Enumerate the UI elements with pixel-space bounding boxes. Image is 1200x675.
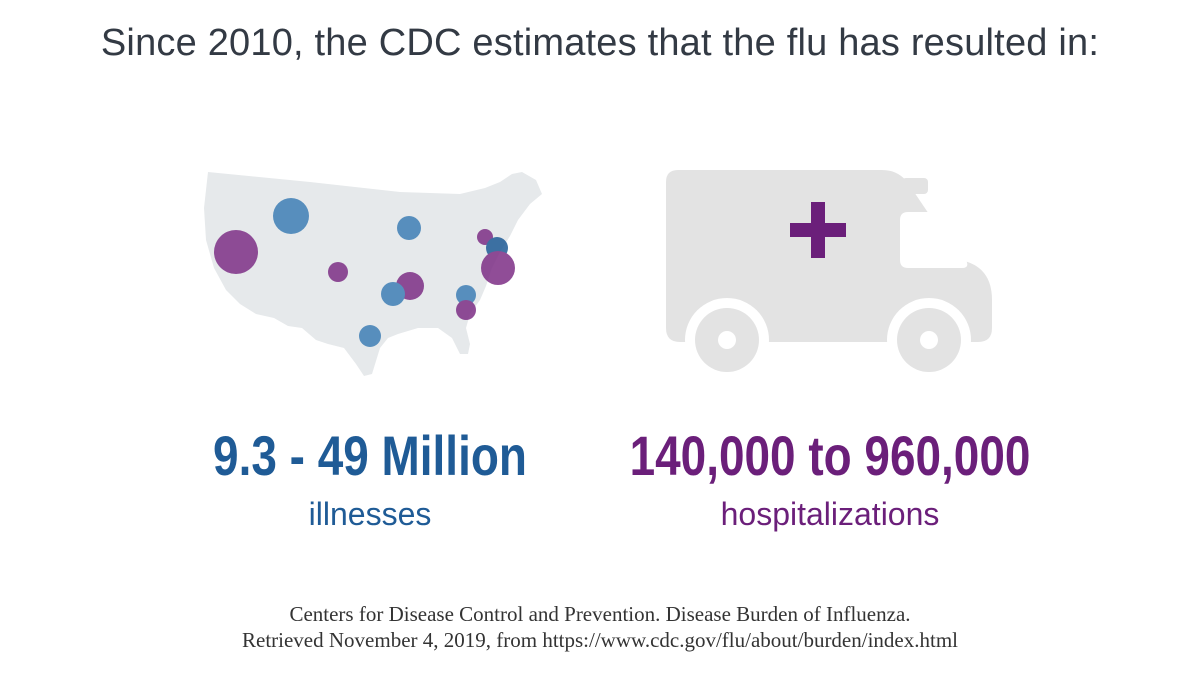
bubble-southeast-purple (456, 300, 476, 320)
ambulance-icon (666, 170, 992, 382)
bubble-northwest-blue (273, 198, 309, 234)
hospitalizations-stat: 140,000 to 960,000 hospitalizations (580, 424, 1080, 534)
bubble-midwest-blue (381, 282, 405, 306)
illnesses-stat: 9.3 - 49 Million illnesses (150, 424, 590, 534)
bubble-southeast-blue (456, 285, 476, 305)
bubble-east-purple (481, 251, 515, 285)
illnesses-label: illnesses (308, 496, 432, 532)
source-citation: Centers for Disease Control and Preventi… (0, 601, 1200, 653)
illnesses-value: 9.3 - 49 Million (213, 424, 527, 487)
ambulance-illustration (660, 160, 1000, 385)
headline: Since 2010, the CDC estimates that the f… (100, 22, 1100, 64)
bubble-west-purple (214, 230, 258, 274)
hospitalizations-label: hospitalizations (720, 496, 940, 532)
medical-cross-horizontal (790, 223, 846, 237)
us-map-icon (204, 172, 542, 376)
bubble-south-blue (359, 325, 381, 347)
hospitalizations-value: 140,000 to 960,000 (629, 424, 1031, 487)
bubble-north-blue (397, 216, 421, 240)
source-line-1: Centers for Disease Control and Preventi… (289, 602, 911, 626)
us-map-illustration (200, 168, 550, 378)
bubble-central-purple (328, 262, 348, 282)
source-line-2: Retrieved November 4, 2019, from https:/… (242, 628, 958, 652)
ambulance-window (900, 212, 968, 268)
